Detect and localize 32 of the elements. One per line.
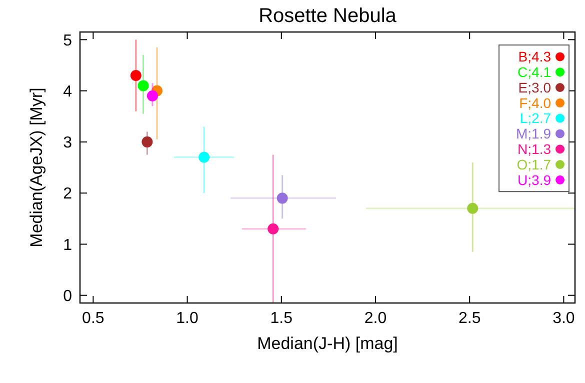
- y-tick-label: 3: [63, 134, 72, 152]
- point: [276, 192, 288, 204]
- legend-label: F;4.0: [519, 94, 552, 111]
- chart-title: Rosette Nebula: [258, 5, 398, 27]
- legend-label: M;1.9: [516, 126, 552, 142]
- y-tick-label: 2: [63, 186, 72, 203]
- legend-label: O;1.7: [516, 156, 552, 172]
- x-tick-label: 2.0: [364, 310, 387, 327]
- x-tick-label: 2.5: [458, 310, 481, 327]
- y-tick-label: 4: [63, 83, 72, 100]
- x-axis-title: Median(J-H) [mag]: [257, 334, 398, 353]
- point: [146, 90, 158, 102]
- legend-label: L;2.7: [520, 110, 552, 126]
- y-tick-label: 0: [63, 288, 72, 305]
- y-tick-label: 1: [63, 236, 72, 254]
- point: [130, 70, 142, 81]
- legend-label: B;4.3: [518, 48, 552, 65]
- legend-label: C;4.1: [518, 64, 552, 80]
- legend-label: N;1.3: [518, 141, 552, 157]
- x-tick-label: 1.0: [176, 310, 198, 327]
- point: [138, 80, 149, 92]
- legend-label: U;3.9: [518, 172, 552, 188]
- point: [467, 202, 478, 214]
- x-tick-label: 3.0: [552, 310, 575, 327]
- y-tick-label: 5: [63, 32, 72, 50]
- point: [198, 152, 210, 163]
- point: [268, 223, 279, 234]
- point: [142, 136, 153, 148]
- legend-label: E;3.0: [518, 79, 552, 96]
- x-tick-label: 0.5: [82, 310, 104, 327]
- y-axis-title: Median(AgeJX) [Myr]: [27, 88, 46, 248]
- x-tick-label: 1.5: [270, 310, 293, 327]
